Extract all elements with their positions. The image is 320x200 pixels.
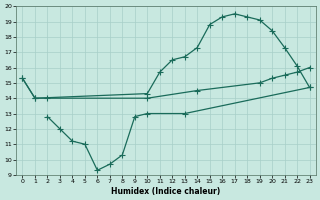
- X-axis label: Humidex (Indice chaleur): Humidex (Indice chaleur): [111, 187, 221, 196]
